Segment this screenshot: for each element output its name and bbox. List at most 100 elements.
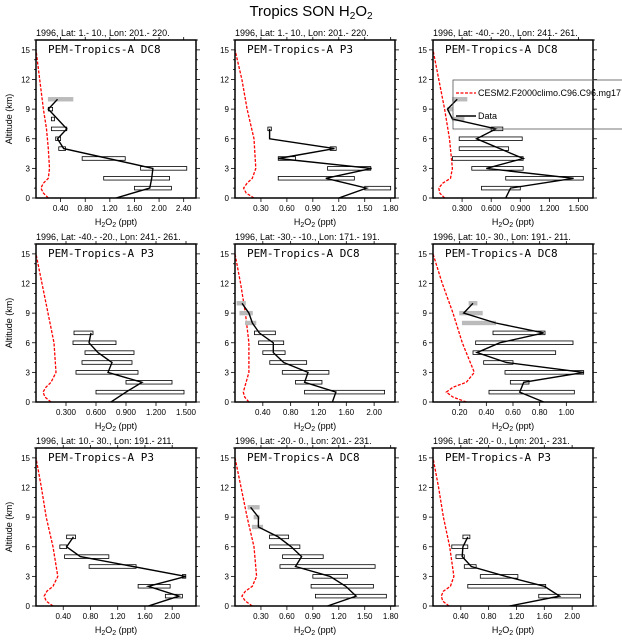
plot-area <box>36 49 188 198</box>
x-label-part: H <box>95 421 102 431</box>
x-tick-label: 2.40 <box>176 204 192 213</box>
x-label-part: H <box>492 625 499 635</box>
legend-box <box>452 79 622 130</box>
model-line <box>433 457 455 606</box>
x-tick-label: 0.20 <box>452 408 468 417</box>
y-tick-label: 0 <box>26 398 31 407</box>
plot-frame <box>432 447 594 607</box>
x-tick-label: 1.50 <box>357 612 373 621</box>
range-bar <box>475 340 574 345</box>
y-tick-label: 0 <box>423 602 428 611</box>
panel-label: PEM-Tropics-A P3 <box>445 451 551 464</box>
panel-label: PEM-Tropics-A DC8 <box>48 43 161 56</box>
range-bar <box>59 544 68 549</box>
y-tick-label: 12 <box>21 280 30 289</box>
model-line <box>36 49 51 198</box>
range-bar <box>66 534 76 540</box>
x-label-part: (ppt) <box>513 217 534 227</box>
model-line <box>36 457 59 606</box>
range-bar <box>254 330 276 336</box>
x-tick-label: 1.20 <box>311 408 327 417</box>
x-tick-label: 0.90 <box>305 204 321 213</box>
range-bar <box>251 524 264 530</box>
x-label-part: O <box>502 217 509 227</box>
panel-subtitle: 1996, Lat: 10.- 30., Lon: 191.- 211. <box>433 232 571 242</box>
y-tick-label: 9 <box>26 309 31 318</box>
range-bar <box>364 185 392 191</box>
range-bar <box>269 544 301 549</box>
range-bar <box>481 185 521 191</box>
x-tick-label: 2.00 <box>164 612 180 621</box>
x-label-part: O <box>105 217 112 227</box>
x-tick-label: 0.300 <box>452 204 473 213</box>
panel-subtitle: 1996, Lat: 1.- 10., Lon: 201.- 220. <box>235 28 369 38</box>
panel-label: PEM-Tropics-A DC8 <box>247 451 360 464</box>
y-tick-label: 15 <box>21 250 30 259</box>
range-bar <box>239 310 253 316</box>
data-line <box>241 302 337 402</box>
range-bar <box>47 97 74 102</box>
y-tick-label: 12 <box>220 76 229 85</box>
y-tick-label: 0 <box>225 398 230 407</box>
x-tick-label: 1.20 <box>110 612 126 621</box>
x-axis-label: H2O2 (ppt) <box>492 217 534 229</box>
x-tick-label: 1.500 <box>568 204 589 213</box>
x-label-part: H <box>294 421 301 431</box>
x-label-part: 2 <box>311 426 315 433</box>
data-line <box>461 536 562 606</box>
panel-subtitle: 1996, Lat: -30.- -10., Lon: 171.- 191. <box>235 232 380 242</box>
x-axis-label: H2O2 (ppt) <box>492 625 534 637</box>
x-label-part: (ppt) <box>513 421 534 431</box>
x-label-part: 2 <box>311 630 315 637</box>
figure-title: Tropics SON H2O2 <box>249 3 373 22</box>
y-tick-label: 6 <box>26 543 31 552</box>
range-bar <box>458 146 510 151</box>
range-bar <box>509 380 530 385</box>
y-tick-label: 9 <box>225 309 230 318</box>
y-tick-label: 3 <box>423 164 428 173</box>
x-tick-label: 1.60 <box>127 204 143 213</box>
x-label-part: 2 <box>311 222 315 229</box>
model-line <box>433 253 476 402</box>
y-tick-label: 9 <box>423 105 428 114</box>
range-bar <box>483 360 514 365</box>
range-bar <box>95 389 185 395</box>
data-line <box>88 332 144 402</box>
y-tick-label: 12 <box>418 484 427 493</box>
x-tick-label: 0.80 <box>83 612 99 621</box>
plot-area <box>36 253 185 402</box>
y-tick-label: 15 <box>220 454 229 463</box>
range-bar <box>462 534 471 540</box>
x-axis-label: H2O2 (ppt) <box>95 217 137 229</box>
panel-9: 1996, Lat: -20.- 0., Lon: 201.- 231. 0 3 6 9… <box>418 436 597 637</box>
range-bar <box>245 320 257 326</box>
range-bar <box>304 389 385 395</box>
x-tick-label: 2.00 <box>564 612 580 621</box>
range-bar <box>50 116 55 122</box>
data-line <box>47 98 154 198</box>
x-label-part: 2 <box>509 222 513 229</box>
data-line <box>446 98 574 198</box>
y-tick-label: 3 <box>225 164 230 173</box>
x-label-part: O <box>304 625 311 635</box>
y-tick-label: 0 <box>423 194 428 203</box>
x-label-part: H <box>95 625 102 635</box>
x-tick-label: 1.60 <box>137 612 153 621</box>
y-tick-label: 3 <box>225 368 230 377</box>
range-bar <box>84 350 135 355</box>
range-bar <box>467 584 547 589</box>
x-tick-label: 0.30 <box>253 612 269 621</box>
x-tick-label: 0.900 <box>116 408 137 417</box>
x-label-part: H <box>294 625 301 635</box>
x-tick-label: 1.200 <box>539 204 560 213</box>
x-label-part: 2 <box>112 630 116 637</box>
y-tick-label: 3 <box>423 572 428 581</box>
range-bar <box>50 126 68 132</box>
y-tick-label: 3 <box>225 572 230 581</box>
data-line <box>268 128 372 198</box>
panel-2: 1996, Lat: 1.- 10., Lon: 201.- 220. 0 3 6 9 1… <box>220 28 399 229</box>
y-tick-label: 6 <box>423 135 428 144</box>
x-tick-label: 0.80 <box>481 612 497 621</box>
x-label-part: (ppt) <box>116 217 137 227</box>
